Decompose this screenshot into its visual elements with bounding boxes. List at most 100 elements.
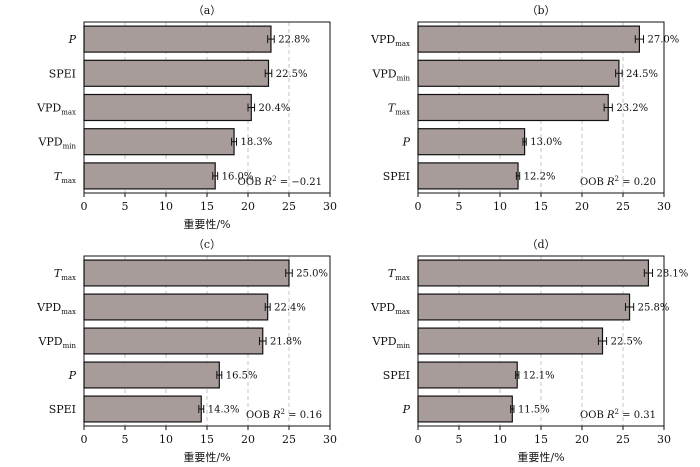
error-bar — [515, 371, 520, 379]
category-label: VPDmax — [36, 301, 76, 316]
category-label: VPDmin — [37, 335, 76, 350]
error-bar — [634, 35, 644, 44]
error-bar — [264, 69, 273, 78]
bar — [417, 293, 631, 321]
x-tick-label: 10 — [159, 433, 173, 446]
category-label: SPEI — [49, 67, 76, 80]
error-bar — [258, 337, 267, 345]
data-label: 22.5% — [276, 69, 308, 80]
x-tick-label: 5 — [122, 433, 129, 446]
x-tick-label: 30 — [657, 200, 671, 213]
data-label: 16.0% — [222, 171, 254, 182]
data-label: 13.0% — [530, 137, 562, 148]
bar — [83, 293, 269, 321]
error-bar — [510, 405, 515, 413]
error-bar — [216, 371, 223, 379]
x-tick-label: 20 — [241, 200, 255, 213]
category-label: Tmax — [388, 102, 410, 117]
panel-title: （c） — [193, 238, 221, 251]
data-label: 22.5% — [611, 337, 643, 348]
x-tick-label: 15 — [534, 200, 548, 213]
data-label: 28.1% — [657, 269, 689, 280]
x-tick-label: 30 — [657, 433, 671, 446]
bar — [417, 93, 609, 122]
data-label: 23.2% — [616, 103, 648, 114]
error-bar — [285, 269, 293, 277]
x-tick-label: 5 — [456, 433, 463, 446]
x-tick-label: 30 — [323, 200, 337, 213]
category-label: SPEI — [49, 403, 76, 416]
data-label: 21.8% — [270, 337, 302, 348]
error-bar — [212, 171, 219, 180]
category-label: P — [68, 369, 77, 382]
x-tick-label: 10 — [493, 200, 507, 213]
data-label: 25.0% — [296, 269, 328, 280]
data-label: 14.3% — [208, 405, 240, 416]
x-tick-label: 5 — [122, 200, 129, 213]
x-tick-label: 15 — [200, 200, 214, 213]
oob-r2-annotation: OOB R2 = 0.20 — [580, 175, 656, 188]
x-tick-label: 15 — [534, 433, 548, 446]
x-tick-label: 25 — [616, 433, 630, 446]
bar — [83, 93, 252, 122]
panel-title: （d） — [526, 238, 555, 251]
x-tick-label: 15 — [200, 433, 214, 446]
x-tick-label: 20 — [575, 200, 589, 213]
bar — [417, 361, 518, 389]
x-tick-label: 0 — [415, 433, 422, 446]
chart-panel-2: 27.0% VPDmax 24.5% VPDmin 23.2% Tmax 13.0% P 12.… — [370, 4, 679, 213]
category-label: SPEI — [383, 170, 410, 183]
x-axis-label: 重要性/% — [183, 217, 230, 231]
bar — [83, 259, 290, 287]
category-label: P — [402, 403, 411, 416]
error-bar — [247, 103, 256, 112]
category-label: VPDmax — [36, 102, 76, 117]
x-tick-label: 25 — [282, 433, 296, 446]
category-label: Tmax — [54, 267, 76, 282]
x-tick-label: 10 — [493, 433, 507, 446]
bar — [417, 25, 640, 53]
x-axis-label: 重要性/% — [183, 450, 230, 464]
category-label: VPDmin — [371, 335, 410, 350]
bar — [83, 128, 235, 156]
panel-title: （a） — [193, 4, 222, 17]
data-label: 12.2% — [524, 171, 556, 182]
category-label: Tmax — [54, 170, 76, 185]
data-label: 24.5% — [626, 69, 658, 80]
bar — [417, 395, 513, 423]
x-tick-label: 10 — [159, 200, 173, 213]
data-label: 27.0% — [648, 35, 680, 46]
data-label: 11.5% — [518, 405, 550, 416]
data-label: 18.3% — [241, 137, 273, 148]
data-label: 22.8% — [278, 35, 310, 46]
category-label: SPEI — [383, 369, 410, 382]
bar — [83, 25, 272, 53]
category-label: VPDmin — [371, 67, 410, 82]
bar — [83, 59, 270, 87]
bar — [417, 162, 519, 190]
oob-r2-annotation: OOB R2 = 0.31 — [580, 408, 656, 421]
error-bar — [615, 69, 623, 78]
category-label: VPDmax — [370, 301, 410, 316]
error-bar — [522, 137, 527, 146]
category-label: VPDmin — [37, 136, 76, 151]
x-tick-label: 0 — [81, 433, 88, 446]
chart-panel-4: 28.1% Tmax 25.8% VPDmax 22.5% VPDmin 12.1% SPEI… — [370, 238, 688, 464]
bar — [83, 162, 216, 190]
data-label: 16.5% — [226, 371, 258, 382]
x-tick-label: 5 — [456, 200, 463, 213]
x-tick-label: 25 — [616, 200, 630, 213]
error-bar — [264, 303, 271, 311]
category-label: Tmax — [388, 267, 410, 282]
error-bar — [198, 405, 205, 413]
x-tick-label: 30 — [323, 433, 337, 446]
data-label: 12.1% — [523, 371, 555, 382]
data-label: 20.4% — [259, 103, 291, 114]
bar — [83, 327, 264, 355]
chart-panel-1: 22.8% P 22.5% SPEI 20.4% VPDmax 18.3% VPDmin 16.… — [36, 4, 337, 231]
category-label: VPDmax — [370, 33, 410, 48]
bar — [417, 59, 620, 87]
x-tick-label: 0 — [81, 200, 88, 213]
x-tick-label: 0 — [415, 200, 422, 213]
